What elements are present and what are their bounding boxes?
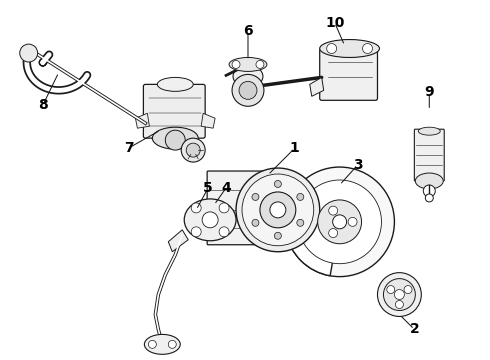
Circle shape — [168, 340, 176, 348]
Ellipse shape — [145, 334, 180, 354]
Ellipse shape — [418, 127, 440, 135]
Ellipse shape — [233, 66, 263, 87]
Circle shape — [148, 340, 156, 348]
Text: 9: 9 — [424, 85, 434, 99]
Ellipse shape — [157, 77, 193, 91]
Circle shape — [260, 192, 296, 228]
Circle shape — [395, 301, 403, 309]
Circle shape — [297, 193, 304, 201]
Polygon shape — [310, 77, 324, 96]
Circle shape — [297, 219, 304, 226]
Circle shape — [363, 44, 372, 54]
Text: 3: 3 — [353, 158, 363, 172]
Circle shape — [285, 167, 394, 276]
Circle shape — [329, 206, 338, 215]
Circle shape — [239, 81, 257, 99]
Circle shape — [191, 227, 201, 237]
FancyBboxPatch shape — [415, 129, 444, 181]
Circle shape — [274, 180, 281, 188]
Circle shape — [404, 285, 412, 293]
Text: 2: 2 — [410, 323, 419, 337]
Text: 10: 10 — [325, 15, 344, 30]
FancyBboxPatch shape — [207, 171, 264, 245]
Circle shape — [387, 285, 395, 293]
Circle shape — [425, 194, 433, 202]
Text: 7: 7 — [123, 141, 133, 155]
Wedge shape — [286, 222, 340, 276]
Text: 4: 4 — [221, 181, 231, 195]
Circle shape — [202, 212, 218, 228]
Circle shape — [333, 215, 346, 229]
Polygon shape — [168, 230, 188, 252]
Circle shape — [377, 273, 421, 316]
Circle shape — [242, 174, 314, 246]
Ellipse shape — [229, 58, 267, 71]
Circle shape — [20, 44, 38, 62]
Circle shape — [348, 217, 357, 226]
Circle shape — [327, 44, 337, 54]
Ellipse shape — [319, 40, 379, 58]
Circle shape — [181, 138, 205, 162]
FancyBboxPatch shape — [144, 84, 205, 138]
Circle shape — [186, 143, 200, 157]
Polygon shape — [135, 113, 149, 128]
Circle shape — [252, 193, 259, 201]
Text: 5: 5 — [203, 181, 213, 195]
Text: 1: 1 — [290, 141, 300, 155]
Circle shape — [298, 180, 382, 264]
Circle shape — [236, 168, 319, 252]
Polygon shape — [270, 204, 288, 232]
FancyBboxPatch shape — [319, 49, 377, 100]
Circle shape — [252, 219, 259, 226]
Circle shape — [423, 185, 435, 197]
Circle shape — [256, 60, 264, 68]
Circle shape — [219, 203, 229, 213]
Circle shape — [318, 200, 362, 244]
Text: 6: 6 — [243, 23, 253, 37]
Circle shape — [219, 227, 229, 237]
Circle shape — [394, 289, 404, 300]
Circle shape — [232, 75, 264, 106]
Circle shape — [274, 232, 281, 239]
Circle shape — [191, 203, 201, 213]
Ellipse shape — [152, 127, 198, 149]
Text: 8: 8 — [38, 98, 48, 112]
Ellipse shape — [416, 173, 443, 189]
Polygon shape — [201, 113, 215, 128]
Circle shape — [329, 229, 338, 238]
Circle shape — [232, 60, 240, 68]
Circle shape — [165, 130, 185, 150]
Circle shape — [270, 202, 286, 218]
Circle shape — [384, 279, 416, 310]
Ellipse shape — [184, 199, 236, 241]
